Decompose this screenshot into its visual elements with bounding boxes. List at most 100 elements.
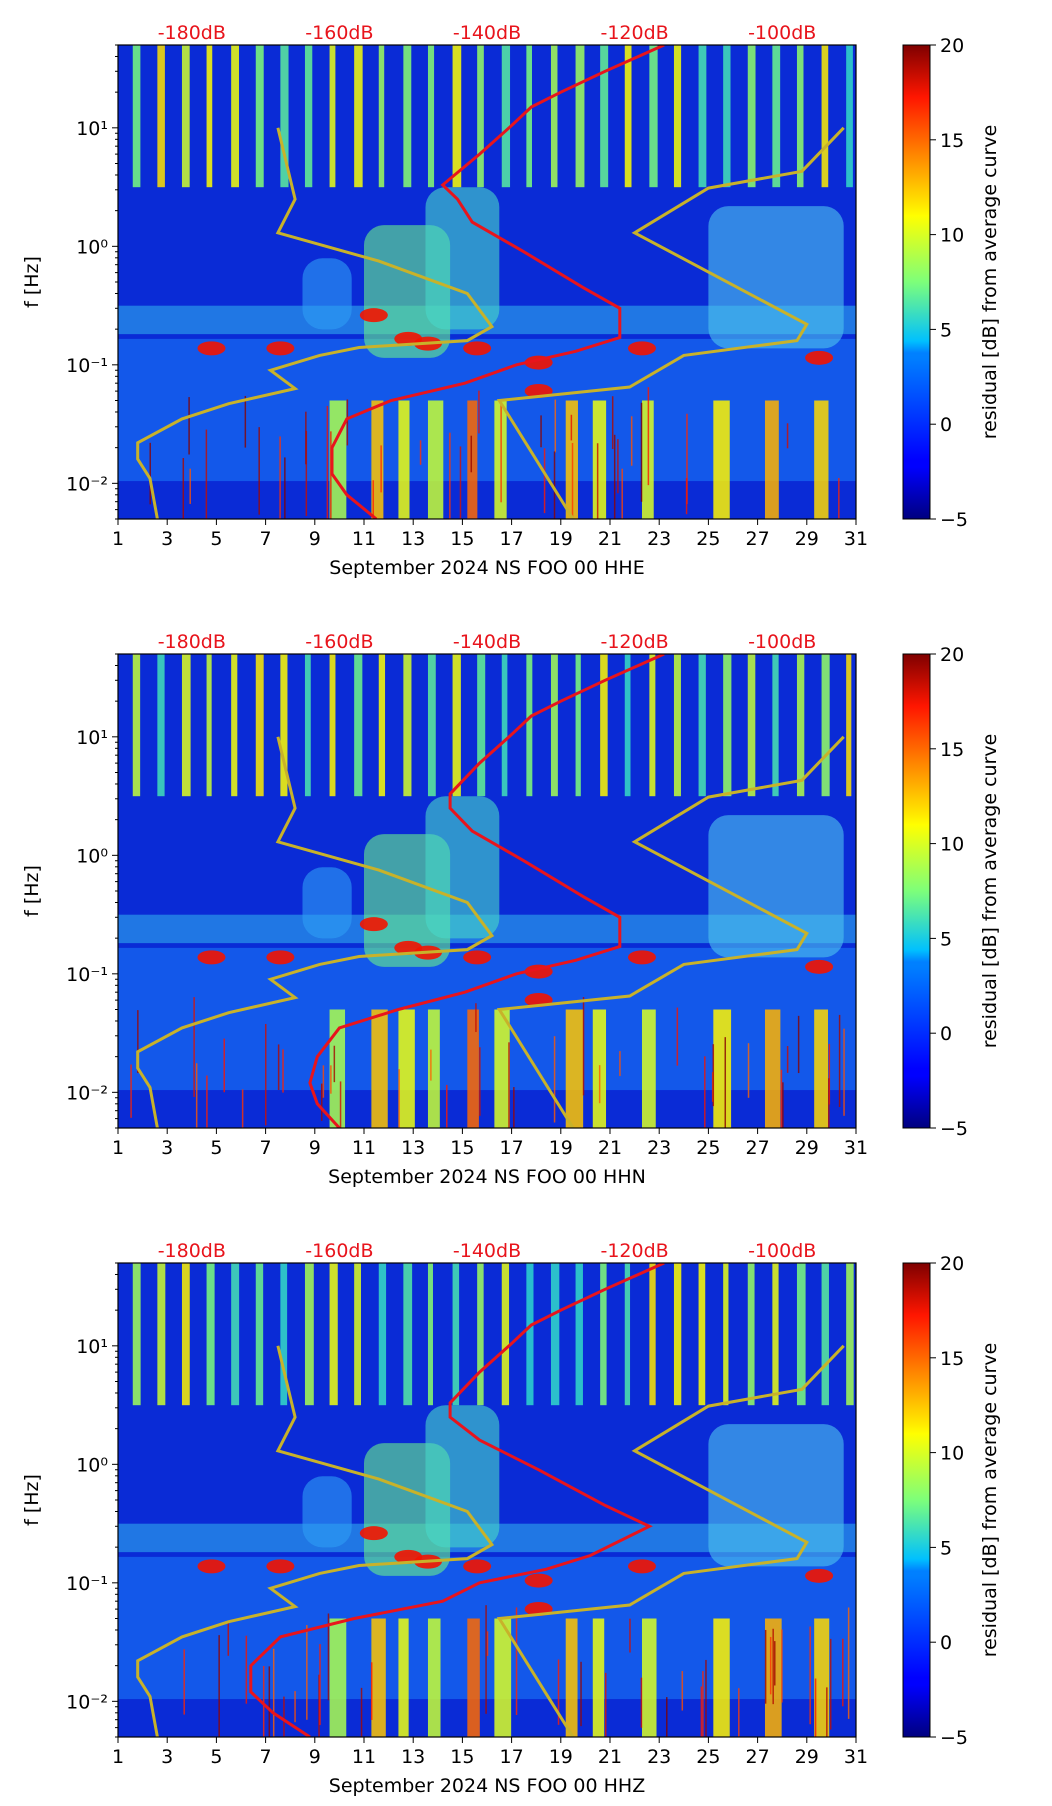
x-tick-label: 27 [746, 528, 770, 550]
heatmap-hotspot [805, 959, 834, 974]
colorbar-tick-label: 5 [940, 928, 952, 950]
heatmap-spike [582, 997, 585, 1096]
colorbar-tick-label: −5 [940, 509, 968, 531]
colorbar-tick-label: 10 [940, 834, 964, 856]
heatmap-spike [306, 1625, 308, 1720]
x-tick-label: 21 [598, 1746, 622, 1768]
heatmap-streak-high [526, 45, 532, 188]
heatmap-spike [372, 480, 374, 519]
heatmap-spike [318, 1674, 320, 1737]
top-db-label: -140dB [453, 631, 521, 653]
heatmap-spike [838, 478, 840, 519]
heatmap-spike [218, 1635, 220, 1737]
heatmap-spike [478, 390, 480, 434]
heatmap-streak-high [501, 1263, 510, 1406]
heatmap-plume [302, 867, 352, 939]
heatmap-spike [553, 1036, 556, 1123]
heatmap-spike [781, 1629, 783, 1703]
colorbar-tick-label: 20 [940, 1253, 964, 1275]
heatmap-streak-low [494, 1618, 512, 1737]
heatmap-spike [479, 1047, 481, 1116]
heatmap-spike [223, 1038, 225, 1093]
y-axis-label: f [Hz] [21, 1474, 43, 1526]
x-tick-label: 21 [598, 1137, 622, 1159]
heatmap-streak-high [157, 1263, 166, 1406]
x-tick-label: 9 [309, 1137, 321, 1159]
heatmap-streak-high [723, 1263, 729, 1406]
heatmap-spike [676, 1007, 679, 1066]
colorbar-tick-label: 5 [940, 1537, 952, 1559]
x-tick-label: 17 [500, 1137, 524, 1159]
heatmap-spike [772, 1628, 774, 1705]
heatmap-spike [842, 1638, 844, 1707]
heatmap-spike [686, 413, 688, 505]
heatmap-spike [604, 1672, 607, 1737]
heatmap-spike [459, 446, 462, 519]
x-tick-label: 15 [450, 1137, 474, 1159]
heatmap-streak-low [713, 1009, 732, 1128]
heatmap-spike [769, 1636, 772, 1695]
heatmap-streak-high [181, 45, 190, 188]
heatmap-streak-high [698, 654, 706, 797]
heatmap-spike [508, 1042, 510, 1128]
heatmap-streak-high [526, 1263, 534, 1406]
top-db-label: -140dB [453, 22, 521, 44]
heatmap-plume [708, 815, 844, 958]
heatmap-streak-high [624, 654, 631, 797]
heatmap-hotspot [805, 1568, 834, 1583]
colorbar-label: residual [dB] from average curve [979, 125, 1001, 440]
heatmap-streak-high [698, 1263, 706, 1406]
x-tick-label: 29 [795, 1746, 819, 1768]
y-axis-label: f [Hz] [21, 256, 43, 308]
heatmap-streak-low [592, 1618, 605, 1737]
heatmap-spike [322, 1065, 325, 1098]
heatmap-spike [553, 451, 556, 519]
heatmap-spike [774, 1641, 776, 1686]
heatmap-spike [843, 1028, 845, 1116]
x-axis-label: September 2024 NS FOO 00 HHN [328, 1166, 646, 1188]
heatmap-streak-low [398, 1618, 409, 1737]
heatmap-streak-high [821, 654, 830, 797]
heatmap-streak-high [157, 45, 165, 188]
heatmap-streak-low [814, 1618, 830, 1737]
x-tick-label: 29 [795, 528, 819, 550]
x-tick-label: 13 [401, 528, 425, 550]
heatmap-spike [702, 1671, 704, 1737]
heatmap-spike [268, 1666, 271, 1737]
colorbar-tick-label: 0 [940, 1632, 952, 1654]
heatmap-spike [738, 1688, 740, 1737]
y-tick-label: 10¹ [76, 1336, 108, 1358]
heatmap-streak-low [427, 400, 444, 519]
x-tick-label: 15 [450, 528, 474, 550]
heatmap-spike [206, 1075, 208, 1128]
spectrogram-heatmap [118, 1263, 856, 1737]
colorbar-tick-label: 15 [940, 1348, 964, 1370]
heatmap-spike [580, 1661, 582, 1727]
heatmap-streak-high [231, 1263, 240, 1406]
heatmap-spike [320, 1083, 323, 1121]
heatmap-spike [513, 1087, 515, 1128]
heatmap-spike [647, 387, 650, 486]
colorbar-tick-label: 0 [940, 1023, 952, 1045]
heatmap-spike [826, 1687, 828, 1737]
heatmap-streak-low [398, 400, 410, 519]
heatmap-streak-high [821, 1263, 829, 1406]
heatmap-spike [333, 1045, 336, 1083]
heatmap-spike [449, 432, 451, 519]
heatmap-spike [782, 1082, 784, 1128]
x-tick-label: 25 [696, 528, 720, 550]
heatmap-streak-high [600, 654, 608, 797]
top-db-label: -100dB [748, 22, 816, 44]
heatmap-streak-high [132, 1263, 141, 1406]
average-psd-curve [249, 1263, 665, 1737]
heatmap-streak-high [550, 45, 558, 188]
x-tick-label: 7 [260, 1746, 272, 1768]
heatmap-streak-high [501, 654, 508, 797]
heatmap-plume [708, 206, 844, 349]
heatmap-spike [279, 436, 281, 519]
average-psd-curve [308, 654, 665, 1128]
x-tick-label: 11 [352, 1137, 376, 1159]
heatmap-hotspot [266, 341, 295, 356]
heatmap-streak-high [624, 45, 632, 188]
heatmap-streak-low [467, 1009, 479, 1128]
